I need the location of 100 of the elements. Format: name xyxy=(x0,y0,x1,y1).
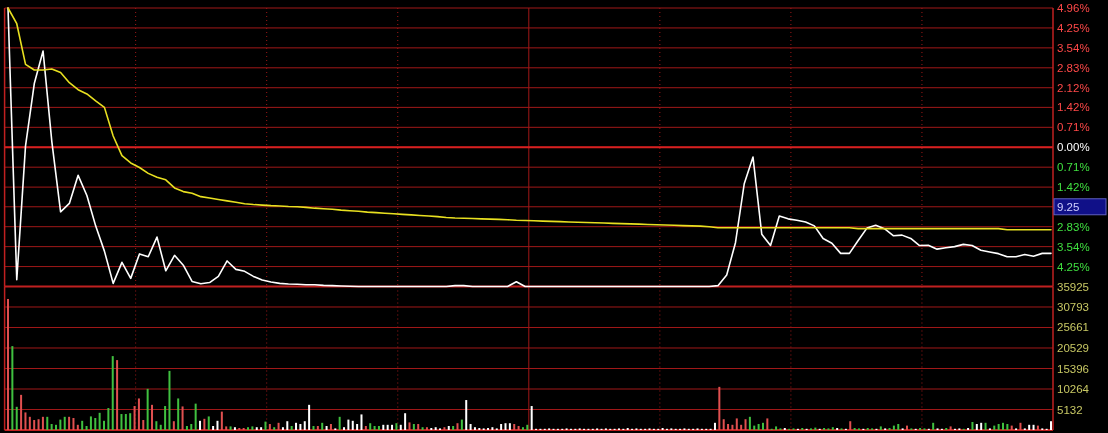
y-tick-label: 3.54% xyxy=(1057,41,1090,54)
bar xyxy=(273,427,276,430)
bar xyxy=(740,424,743,430)
bar xyxy=(997,424,1000,430)
bar xyxy=(504,423,507,430)
y-tick-label: 15396 xyxy=(1057,362,1089,375)
bar xyxy=(460,419,463,430)
bar xyxy=(849,421,852,430)
y-tick-label: 25661 xyxy=(1057,321,1089,334)
y-tick-label: 4.25% xyxy=(1057,21,1090,34)
bar xyxy=(103,420,106,430)
bar xyxy=(290,426,293,430)
bar xyxy=(295,422,298,430)
bar xyxy=(190,424,193,430)
bar xyxy=(713,422,716,430)
y-tick-label: 20529 xyxy=(1057,342,1089,354)
bar xyxy=(761,422,764,430)
y-tick-label: 2.83% xyxy=(1057,220,1090,233)
y-tick-label: 1.42% xyxy=(1057,181,1090,194)
bar xyxy=(181,406,184,430)
bar xyxy=(443,427,446,430)
bar xyxy=(500,424,503,430)
bar xyxy=(382,424,385,430)
bar xyxy=(251,426,254,430)
bar xyxy=(757,424,760,430)
bar xyxy=(76,424,79,430)
bar xyxy=(932,422,935,430)
bar xyxy=(142,420,145,430)
bar xyxy=(199,420,202,430)
bar xyxy=(980,422,983,430)
bar xyxy=(20,394,23,430)
bar xyxy=(89,416,92,430)
bar xyxy=(395,423,398,430)
bar xyxy=(491,427,494,430)
bar xyxy=(399,424,402,430)
bar xyxy=(744,419,747,430)
bar xyxy=(28,416,31,430)
bar xyxy=(151,404,154,430)
bar xyxy=(72,418,75,430)
bar xyxy=(299,424,302,430)
bar xyxy=(377,426,380,430)
bar xyxy=(347,419,350,430)
bar xyxy=(233,427,236,430)
bar xyxy=(530,406,533,430)
bar xyxy=(731,424,734,430)
bar xyxy=(146,388,149,430)
bar xyxy=(63,416,66,430)
bar xyxy=(434,427,437,430)
line-series xyxy=(7,7,1052,288)
bar xyxy=(975,424,978,430)
bar xyxy=(303,421,306,430)
bar xyxy=(949,426,952,430)
bar xyxy=(727,424,730,430)
bar xyxy=(321,422,324,430)
bar xyxy=(316,426,319,430)
y-tick-label: 35925 xyxy=(1057,280,1089,293)
bar xyxy=(1050,421,1052,430)
bar xyxy=(120,414,123,430)
bar xyxy=(220,411,223,430)
bar xyxy=(33,420,36,430)
bar xyxy=(247,427,250,430)
bar xyxy=(391,424,394,430)
bar xyxy=(469,424,472,430)
bar xyxy=(124,414,127,430)
bar xyxy=(735,418,738,430)
bar xyxy=(46,416,49,430)
bar xyxy=(465,400,468,430)
bar xyxy=(286,421,289,430)
bar xyxy=(55,424,57,430)
text: 9.25 xyxy=(1057,200,1080,213)
bar xyxy=(81,420,84,430)
bar xyxy=(408,422,411,430)
bar xyxy=(373,426,376,430)
bar xyxy=(107,408,110,430)
y-tick-label: 5132 xyxy=(1057,403,1083,416)
bar xyxy=(177,398,180,430)
bar xyxy=(159,424,162,430)
y-tick-label: 2.83% xyxy=(1057,61,1090,74)
bar xyxy=(508,423,511,430)
bar xyxy=(421,427,424,430)
y-tick-label: 0.71% xyxy=(1057,161,1090,174)
bar xyxy=(260,427,263,430)
bar xyxy=(897,424,900,430)
bar xyxy=(351,420,354,430)
bar xyxy=(356,424,359,430)
bar xyxy=(417,424,420,430)
bar xyxy=(194,403,197,430)
bar xyxy=(116,360,119,430)
bar xyxy=(172,421,175,430)
bar xyxy=(133,406,136,430)
bar xyxy=(41,416,44,430)
y-tick-label: 0.71% xyxy=(1057,121,1090,134)
bar xyxy=(452,426,455,430)
bar xyxy=(225,426,228,430)
y-tick-label: 2.12% xyxy=(1057,81,1090,94)
bar xyxy=(1019,422,1022,430)
bar xyxy=(185,426,188,430)
bar xyxy=(308,404,311,430)
y-tick-label: 4.25% xyxy=(1057,260,1090,273)
bar xyxy=(11,346,14,430)
